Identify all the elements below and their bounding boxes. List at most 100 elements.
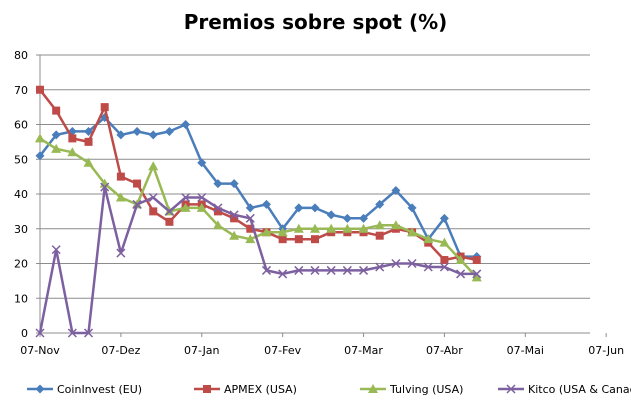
data-point (213, 207, 222, 216)
legend-marker (203, 385, 211, 393)
x-tick-label: 07-Jun (588, 344, 624, 357)
data-point (180, 202, 191, 212)
legend-label: Kitco (USA & Canada) (528, 383, 631, 396)
x-tick-label: 07-Fev (264, 344, 301, 357)
data-point (164, 206, 174, 216)
x-tick-label: 07-Nov (20, 344, 60, 357)
data-point (358, 265, 369, 275)
data-point (51, 130, 61, 140)
chart-title: Premios sobre spot (%) (183, 10, 448, 34)
data-point (213, 203, 223, 213)
data-point (310, 203, 320, 213)
data-point (407, 227, 418, 237)
data-point (342, 223, 353, 233)
y-tick-label: 60 (14, 119, 28, 132)
data-point (149, 207, 158, 216)
legend-entry: APMEX (USA) (194, 383, 297, 396)
data-point (423, 262, 433, 272)
series-line (38, 185, 477, 335)
data-point (342, 213, 352, 223)
y-tick-label: 40 (14, 188, 28, 201)
data-point (132, 199, 142, 209)
data-point (84, 126, 94, 136)
data-point (229, 179, 239, 189)
data-point (132, 126, 142, 136)
data-point (148, 192, 158, 203)
y-tick-label: 0 (21, 327, 28, 340)
data-point (245, 234, 256, 244)
data-point (278, 235, 287, 244)
y-tick-label: 10 (14, 292, 28, 305)
data-point (374, 220, 385, 230)
y-axis-ticks: 0 10 20 30 40 50 60 70 80 (14, 49, 40, 340)
y-tick-label: 80 (14, 49, 28, 62)
data-point (229, 230, 240, 240)
data-point (36, 85, 44, 94)
series-1 (35, 113, 482, 262)
data-point (196, 202, 207, 212)
data-point (212, 220, 223, 230)
data-point (472, 256, 481, 265)
data-point (213, 179, 223, 189)
data-point (68, 134, 77, 143)
data-point (439, 237, 450, 247)
data-point (294, 235, 303, 244)
data-point (165, 217, 174, 226)
data-point (83, 328, 94, 338)
data-point (35, 328, 45, 338)
series-2 (36, 85, 481, 265)
series-layer (35, 85, 482, 338)
data-point (455, 255, 466, 265)
data-point (229, 210, 239, 220)
data-point (51, 245, 61, 255)
series-line (39, 116, 477, 258)
data-point (245, 213, 255, 223)
data-point (181, 120, 191, 129)
data-point (261, 227, 272, 237)
data-point (472, 269, 482, 279)
x-tick-label: 07-Jan (184, 344, 220, 357)
x-axis-ticks: 07-Nov 07-Dez 07-Jan 07-Fev 07-Mar 07-Abr 07-M… (20, 333, 624, 357)
legend-label: APMEX (USA) (224, 383, 297, 396)
data-point (391, 258, 401, 269)
legend-marker (35, 384, 45, 394)
data-point (407, 258, 417, 269)
x-tick-label: 07-Abr (426, 344, 463, 357)
data-point (246, 224, 255, 233)
data-point (116, 172, 125, 181)
data-point (164, 126, 174, 136)
data-point (67, 147, 78, 157)
data-point (375, 231, 384, 240)
series-3 (35, 133, 482, 282)
series-line (39, 137, 478, 279)
data-point (326, 223, 337, 233)
data-point (326, 265, 336, 275)
data-point (84, 137, 93, 146)
series-line (39, 89, 478, 262)
data-point (52, 106, 61, 115)
data-point (35, 133, 45, 143)
data-point (310, 265, 320, 275)
data-point (391, 186, 401, 196)
data-point (197, 158, 207, 168)
data-point (456, 269, 466, 279)
legend-marker (368, 384, 378, 393)
x-tick-label: 07-Dez (101, 344, 140, 357)
data-point (375, 199, 385, 209)
data-point (407, 203, 417, 213)
data-point (440, 256, 449, 265)
data-point (471, 272, 482, 282)
data-point (278, 269, 288, 279)
data-point (100, 103, 109, 112)
y-tick-label: 70 (14, 84, 28, 97)
data-point (310, 223, 320, 233)
data-point (197, 192, 207, 203)
data-point (359, 213, 369, 223)
data-point (51, 143, 62, 153)
data-point (35, 151, 45, 161)
legend-label: CoinInvest (EU) (57, 383, 142, 396)
legend-label: Tulving (USA) (389, 383, 463, 396)
data-point (311, 235, 319, 244)
data-point (261, 265, 272, 275)
